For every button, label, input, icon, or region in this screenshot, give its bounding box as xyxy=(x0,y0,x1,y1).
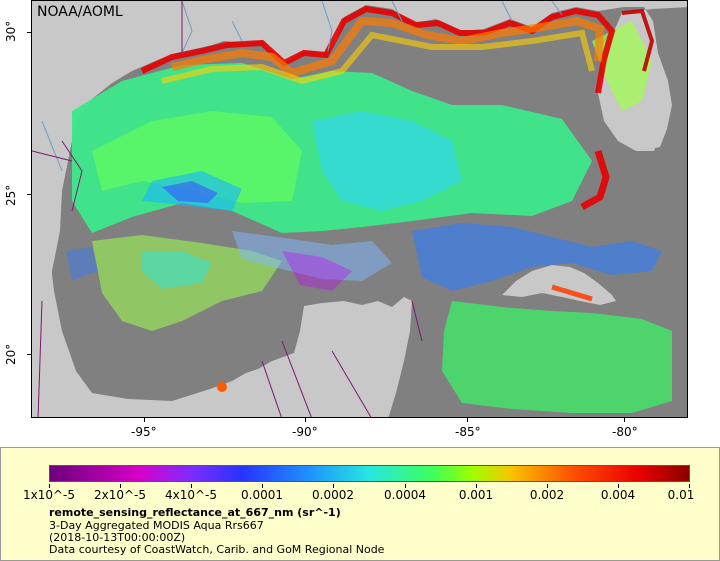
legend-date: (2018-10-13T00:00:00Z) xyxy=(49,531,186,544)
reflectance-data-layer xyxy=(66,21,672,413)
political-borders xyxy=(32,1,423,417)
lat-tickmark xyxy=(27,32,31,33)
colorbar-label: 0.0001 xyxy=(241,488,283,502)
lon-tick-95: -95° xyxy=(131,425,157,439)
colorbar-tick xyxy=(405,484,406,488)
lon-tick-85: -85° xyxy=(455,425,481,439)
rivers xyxy=(41,1,563,172)
colorbar-label: 0.002 xyxy=(529,488,565,502)
legend-panel: 1x10^-5 2x10^-5 4x10^-5 0.0001 0.0002 0.… xyxy=(0,447,720,561)
colorbar-label: 2x10^-5 xyxy=(93,488,147,502)
colorbar-tick xyxy=(689,484,690,488)
colorbar-tick xyxy=(476,484,477,488)
colorbar-tick xyxy=(49,484,50,488)
colorbar xyxy=(49,465,690,482)
colorbar-label: 4x10^-5 xyxy=(164,488,218,502)
lon-tickmark xyxy=(624,418,625,422)
noaa-aoml-logo: NOAA/AOML xyxy=(37,4,123,20)
lat-tickmark xyxy=(27,354,31,355)
lat-tick-30: 30° xyxy=(4,20,18,42)
lon-tick-90: -90° xyxy=(292,425,318,439)
lon-tickmark xyxy=(467,418,468,422)
colorbar-label: 1x10^-5 xyxy=(22,488,76,502)
colorbar-tick xyxy=(262,484,263,488)
colorbar-tick xyxy=(120,484,121,488)
colorbar-tick xyxy=(547,484,548,488)
colorbar-tick xyxy=(618,484,619,488)
coastal-turbid-waters xyxy=(140,5,655,392)
lat-tickmark xyxy=(27,194,31,195)
land-cuba xyxy=(502,265,616,305)
land-mexico xyxy=(32,171,412,417)
colorbar-tick xyxy=(333,484,334,488)
lat-tick-25: 25° xyxy=(4,184,18,206)
colorbar-label: 0.001 xyxy=(458,488,494,502)
lon-tickmark xyxy=(144,418,145,422)
lon-tick-80: -80° xyxy=(612,425,638,439)
legend-credit: Data courtesy of CoastWatch, Carib. and … xyxy=(49,543,385,556)
colorbar-label: 0.0002 xyxy=(312,488,354,502)
colorbar-tick xyxy=(191,484,192,488)
legend-title: remote_sensing_reflectance_at_667_nm (sr… xyxy=(49,506,341,519)
lat-tick-20: 20° xyxy=(4,343,18,365)
colorbar-label: 0.01 xyxy=(667,488,695,502)
map-panel: NOAA/AOML xyxy=(31,0,688,418)
reflectance-map xyxy=(32,1,687,417)
colorbar-label: 0.004 xyxy=(600,488,636,502)
colorbar-label: 0.0004 xyxy=(384,488,426,502)
legend-subtitle: 3-Day Aggregated MODIS Aqua Rrs667 xyxy=(49,519,264,532)
coastal-hotspot xyxy=(217,382,227,392)
lon-tickmark xyxy=(305,418,306,422)
